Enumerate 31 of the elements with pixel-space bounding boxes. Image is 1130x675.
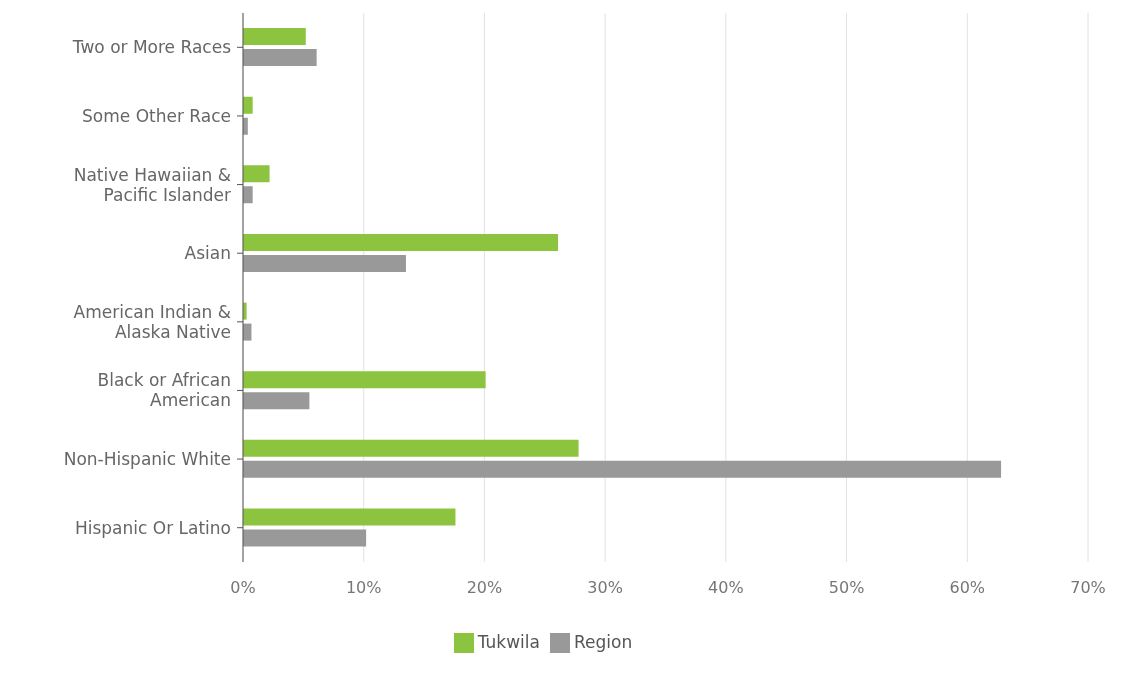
bar bbox=[243, 233, 559, 251]
y-tick-label: Black or African American bbox=[97, 370, 231, 411]
bar bbox=[243, 165, 270, 183]
x-tick-label: 50% bbox=[828, 578, 865, 598]
bar bbox=[243, 49, 317, 67]
x-tick-label: 10% bbox=[345, 578, 382, 598]
y-tick-label: Hispanic Or Latino bbox=[74, 517, 231, 538]
x-tick-label: 40% bbox=[708, 578, 744, 598]
bar bbox=[243, 28, 306, 46]
bar bbox=[243, 529, 367, 547]
bar bbox=[243, 254, 406, 272]
x-tick-label: 20% bbox=[466, 578, 503, 598]
y-tick-label: Native Hawaiian & Pacific Islander bbox=[73, 164, 231, 205]
x-tick-label: 60% bbox=[949, 578, 986, 598]
bar bbox=[243, 186, 253, 204]
y-tick-label: Non-Hispanic White bbox=[63, 449, 231, 470]
bar bbox=[243, 508, 456, 526]
x-tick-label: 0% bbox=[230, 578, 256, 598]
x-tick-label: 30% bbox=[587, 578, 623, 598]
bar bbox=[243, 371, 486, 389]
bar bbox=[243, 439, 579, 457]
bar bbox=[243, 392, 310, 410]
bar bbox=[243, 460, 1002, 478]
bar bbox=[243, 96, 253, 114]
y-tick-label: Some Other Race bbox=[82, 105, 231, 126]
x-tick-label: 70% bbox=[1070, 578, 1106, 598]
legend-label: Region bbox=[574, 632, 633, 652]
legend-label: Tukwila bbox=[477, 632, 540, 652]
y-tick-label: Asian bbox=[184, 243, 231, 264]
y-tick-label: American Indian & Alaska Native bbox=[73, 301, 231, 342]
y-tick-label: Two or More Races bbox=[71, 37, 232, 58]
